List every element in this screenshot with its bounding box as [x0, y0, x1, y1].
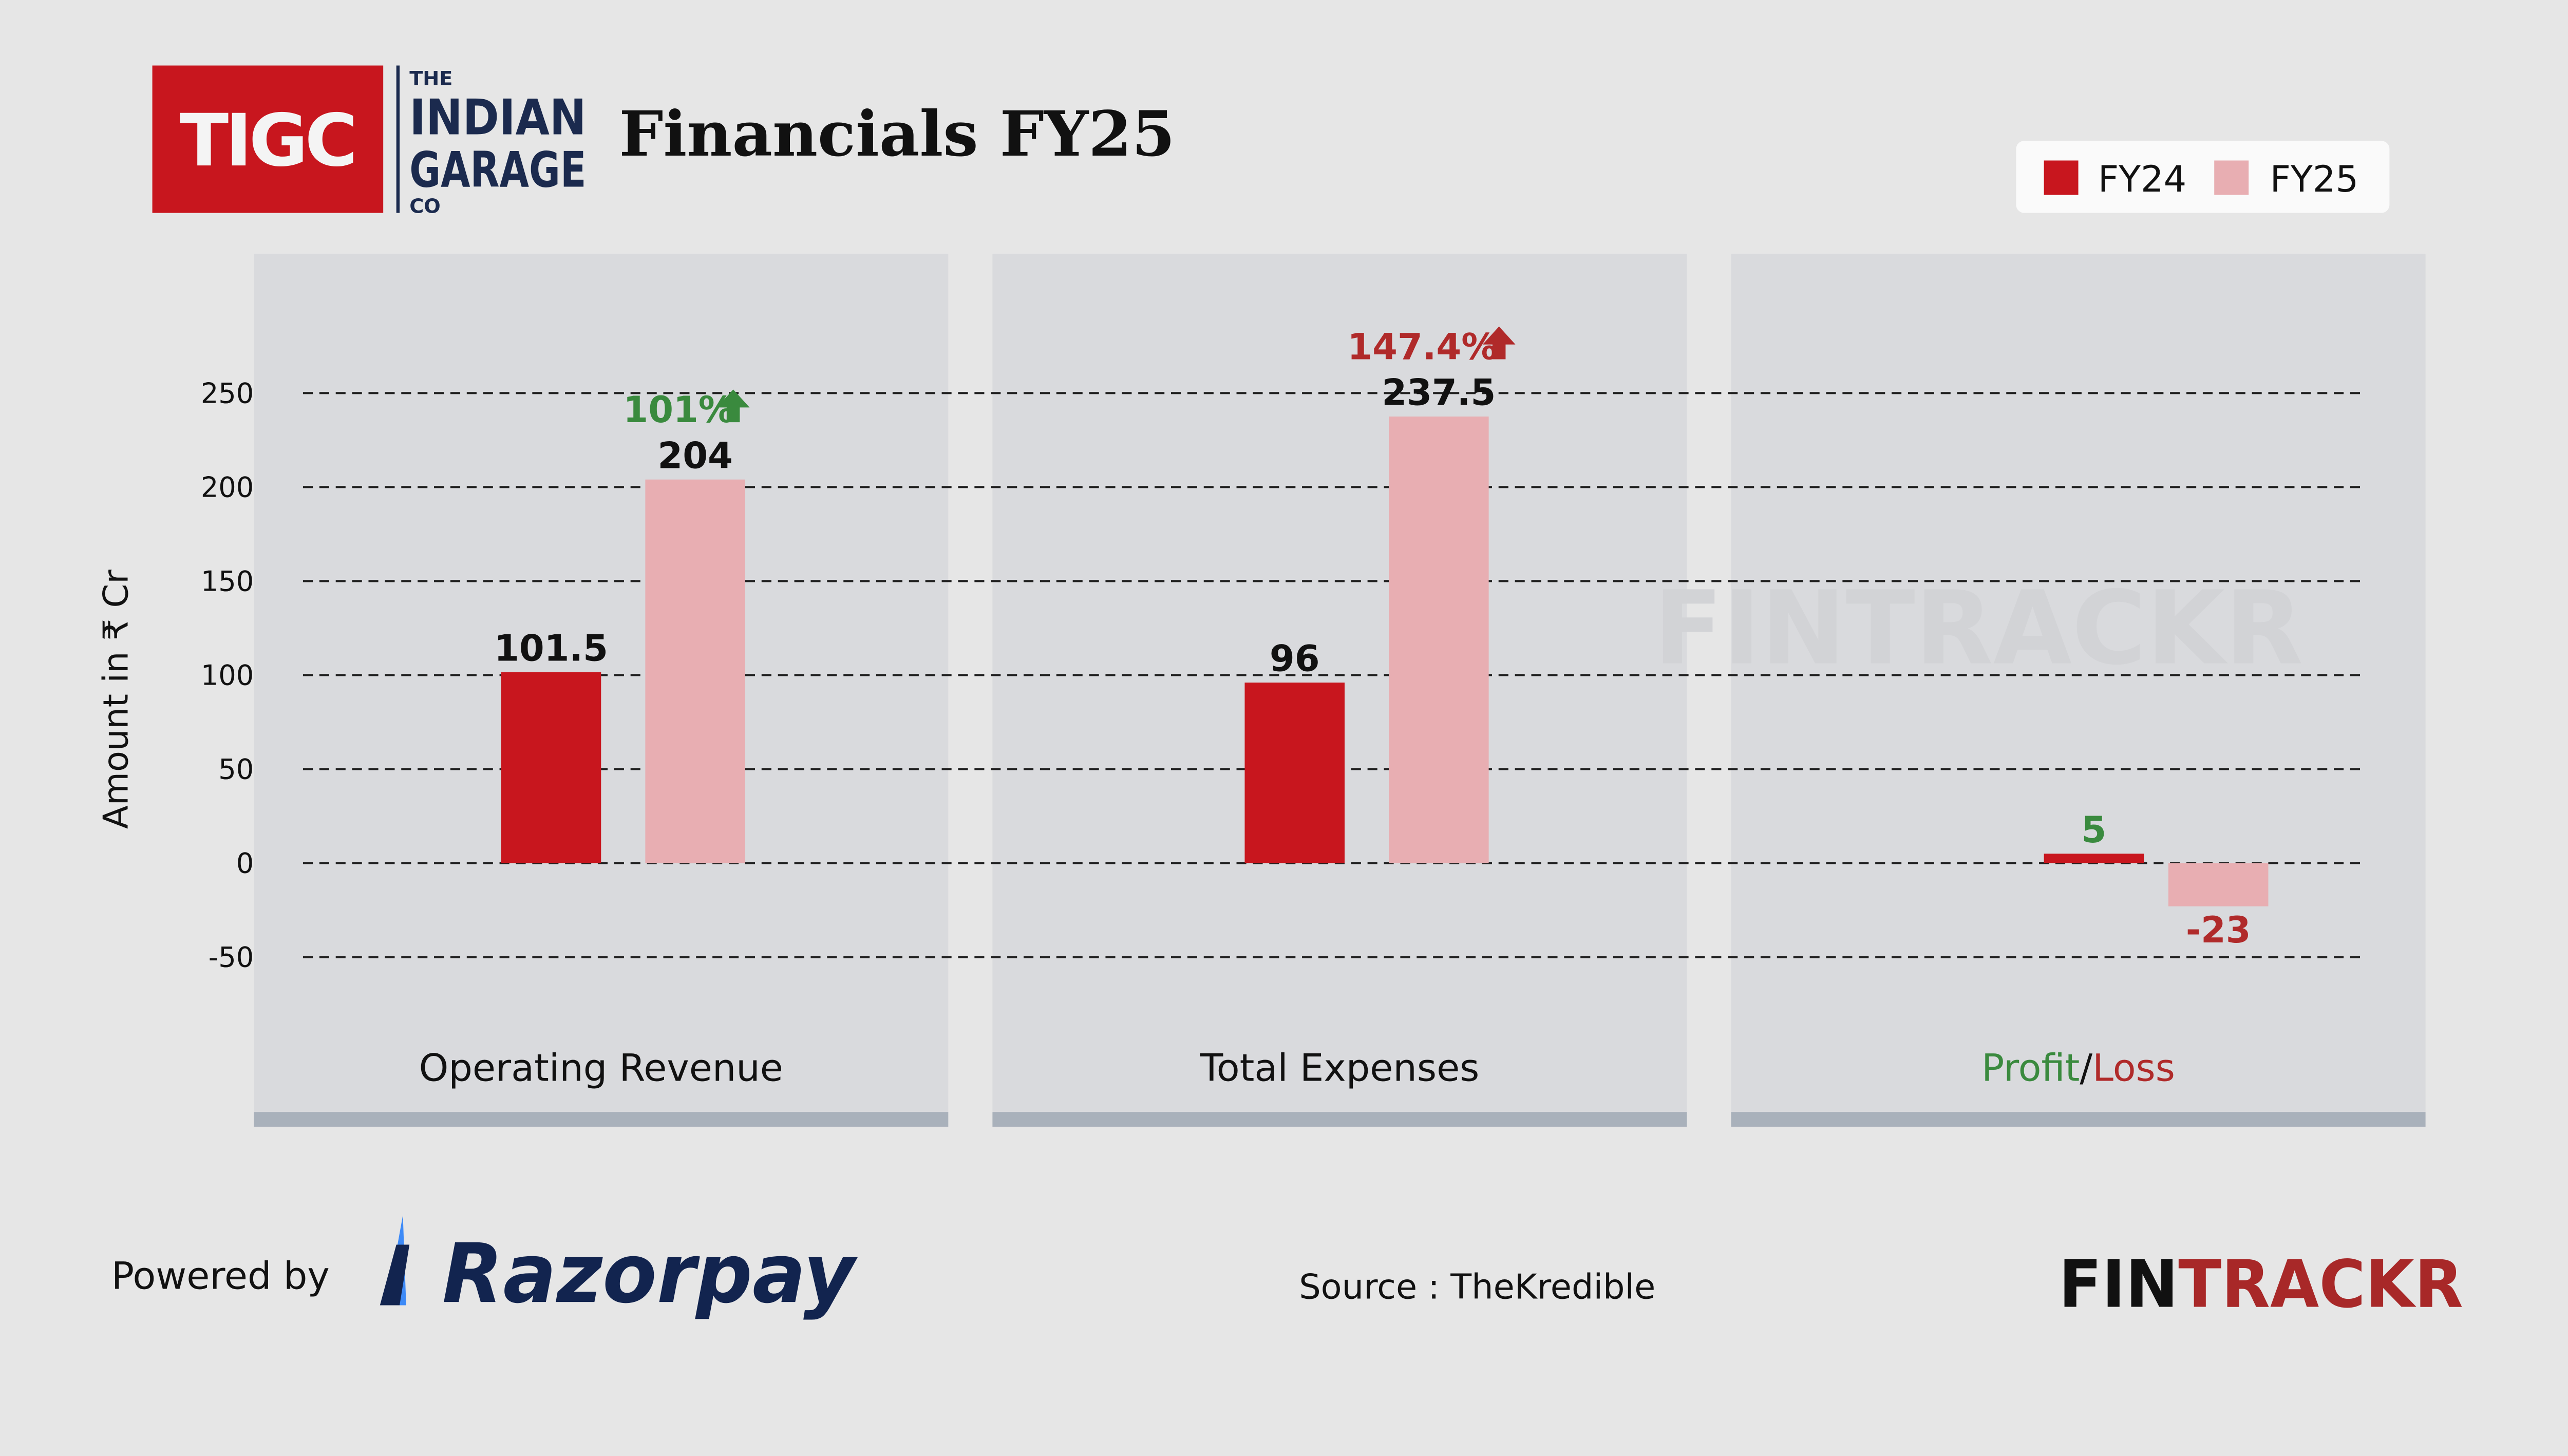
profit-label: Profit — [1981, 1047, 2080, 1090]
fintrackr-trackr: TRACKR — [2178, 1247, 2463, 1323]
panel-base-1 — [992, 1112, 1687, 1127]
category-label-operating-revenue: Operating Revenue — [419, 1047, 783, 1090]
logo-line-the: THE — [409, 67, 452, 90]
logo-divider — [396, 65, 400, 213]
legend-swatch-fy25 — [2214, 160, 2249, 195]
y-axis-label: Amount in ₹ Cr — [96, 570, 136, 829]
bar-fy24-0 — [501, 672, 601, 863]
bar-fy25-0 — [645, 479, 745, 863]
separator: / — [2080, 1047, 2092, 1090]
legend-label-fy24: FY24 — [2098, 158, 2186, 200]
data-label: 96 — [1270, 638, 1320, 680]
data-label: 5 — [2081, 809, 2106, 851]
bars — [501, 417, 2269, 906]
logo-line-indian: INDIAN — [409, 88, 586, 146]
data-label: 237.5 — [1382, 372, 1496, 414]
y-tick-label: 50 — [218, 753, 254, 786]
data-label: 204 — [657, 434, 732, 477]
y-tick-label: 200 — [201, 471, 254, 503]
logo-line-co: CO — [409, 195, 441, 218]
bar-fy25-2 — [2168, 863, 2269, 906]
y-tick-label: 250 — [201, 377, 254, 409]
fintrackr-logo: FINTRACKR — [2059, 1247, 2463, 1323]
razorpay-logo: Razorpay — [380, 1215, 858, 1321]
legend-label-fy25: FY25 — [2270, 158, 2358, 200]
panel-2 — [1731, 254, 2426, 1127]
panels — [254, 254, 2426, 1127]
legend: FY24 FY25 — [2016, 141, 2390, 213]
y-tick-label: -50 — [209, 941, 254, 974]
loss-label: Loss — [2092, 1047, 2175, 1090]
razorpay-wordmark: Razorpay — [442, 1226, 858, 1321]
growth-annotation: 101% — [623, 389, 734, 431]
fintrackr-fin: FIN — [2059, 1247, 2178, 1323]
watermark: FINTRACKR — [1654, 569, 2303, 687]
bar-fy24-2 — [2044, 854, 2144, 863]
category-label-profit-loss: Profit/Loss — [1981, 1047, 2175, 1090]
bar-fy25-1 — [1389, 417, 1489, 863]
growth-annotation: 147.4% — [1347, 326, 1497, 368]
data-label: 101.5 — [494, 628, 608, 670]
arrow-up-icon — [716, 389, 750, 423]
category-label-total-expenses: Total Expenses — [1199, 1047, 1479, 1090]
tigc-logo: TIGC THE INDIAN GARAGE CO — [152, 65, 587, 218]
data-label: -23 — [2186, 909, 2251, 951]
chart-canvas: TIGC THE INDIAN GARAGE CO Financials FY2… — [96, 65, 2463, 1323]
razorpay-mark-dark — [380, 1244, 410, 1306]
legend-swatch-fy24 — [2044, 160, 2079, 195]
powered-by-text: Powered by — [111, 1255, 330, 1298]
panel-base-2 — [1731, 1112, 2426, 1127]
y-tick-label: 0 — [236, 847, 254, 880]
labels: 101.5 96 5 204 237.5 -23 101% 147.4% — [494, 326, 2251, 951]
logo-red-box — [152, 65, 384, 213]
bar-fy24-1 — [1244, 683, 1345, 863]
logo-line-garage: GARAGE — [409, 141, 586, 199]
page-title: Financials FY25 — [619, 97, 1175, 171]
y-tick-label: 150 — [201, 565, 254, 598]
infographic: TIGC THE INDIAN GARAGE CO Financials FY2… — [96, 65, 2463, 1323]
y-tick-label: 100 — [201, 659, 254, 692]
legend-box — [2016, 141, 2390, 213]
source-text: Source : TheKredible — [1299, 1267, 1655, 1307]
arrow-up-icon — [1482, 326, 1516, 360]
logo-box-text: TIGC — [180, 99, 355, 183]
panel-base-0 — [254, 1112, 949, 1127]
